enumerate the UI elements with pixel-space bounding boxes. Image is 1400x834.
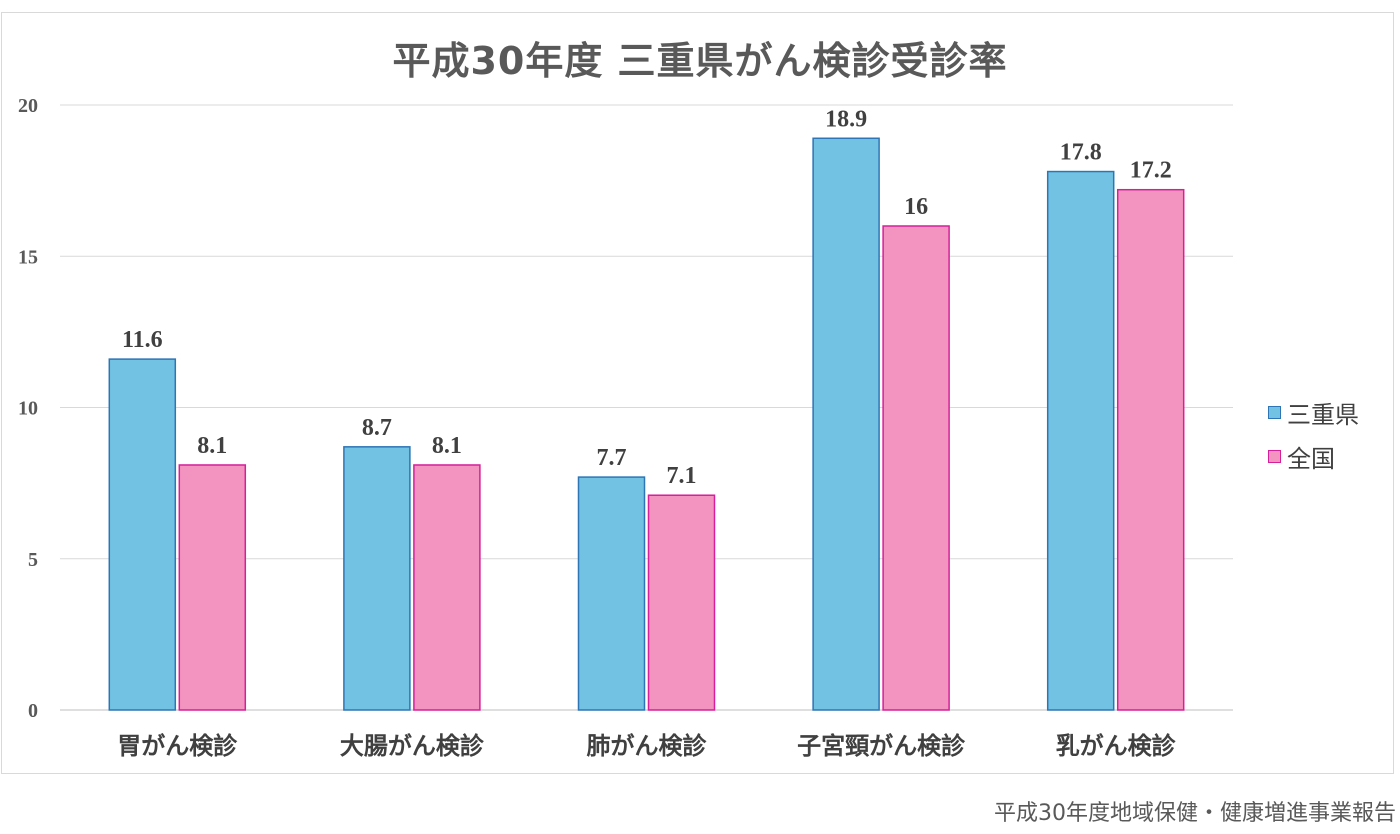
legend-label-national: 全国 (1287, 444, 1335, 473)
bar-national (413, 464, 481, 711)
bar-national (1116, 188, 1185, 711)
y-tick-label: 5 (28, 549, 38, 571)
data-label: 16 (904, 194, 928, 220)
x-tick-label: 大腸がん検診 (340, 732, 485, 760)
y-tick-label: 0 (28, 700, 38, 722)
data-label: 7.1 (667, 463, 697, 489)
data-label: 17.2 (1130, 158, 1172, 184)
data-label: 8.1 (432, 433, 462, 459)
bar-mie (812, 137, 880, 711)
legend-swatch-national (1268, 449, 1281, 463)
y-tick-label: 20 (18, 95, 38, 117)
legend-label-mie: 三重県 (1287, 400, 1359, 429)
x-tick-label: 胃がん検診 (117, 732, 238, 760)
y-tick-label: 10 (18, 398, 38, 420)
source-note: 平成30年度地域保健・健康増進事業報告 (994, 801, 1396, 826)
x-tick-label: 乳がん検診 (1056, 732, 1177, 760)
data-label: 7.7 (597, 445, 627, 471)
bar-mie (1046, 170, 1115, 711)
legend-swatch-mie (1268, 405, 1281, 419)
data-label: 18.9 (825, 106, 867, 132)
legend-item-national: 全国 (1268, 434, 1359, 478)
data-label: 8.7 (362, 415, 392, 441)
bar-mie (577, 476, 646, 711)
legend-item-mie: 三重県 (1268, 390, 1359, 434)
data-label: 8.1 (197, 433, 227, 459)
bar-national (882, 225, 950, 711)
bar-mie (343, 446, 411, 711)
y-tick-label: 15 (18, 246, 38, 268)
bar-mie (108, 358, 177, 711)
bar-national (647, 494, 716, 711)
data-label: 11.6 (122, 327, 163, 353)
x-tick-label: 肺がん検診 (587, 732, 708, 760)
x-tick-label: 子宮頸がん検診 (797, 732, 966, 760)
data-label: 17.8 (1060, 140, 1102, 166)
bar-national (178, 464, 247, 711)
chart-title: 平成30年度 三重県がん検診受診率 (392, 39, 1008, 83)
chart-legend: 三重県 全国 (1268, 390, 1359, 478)
